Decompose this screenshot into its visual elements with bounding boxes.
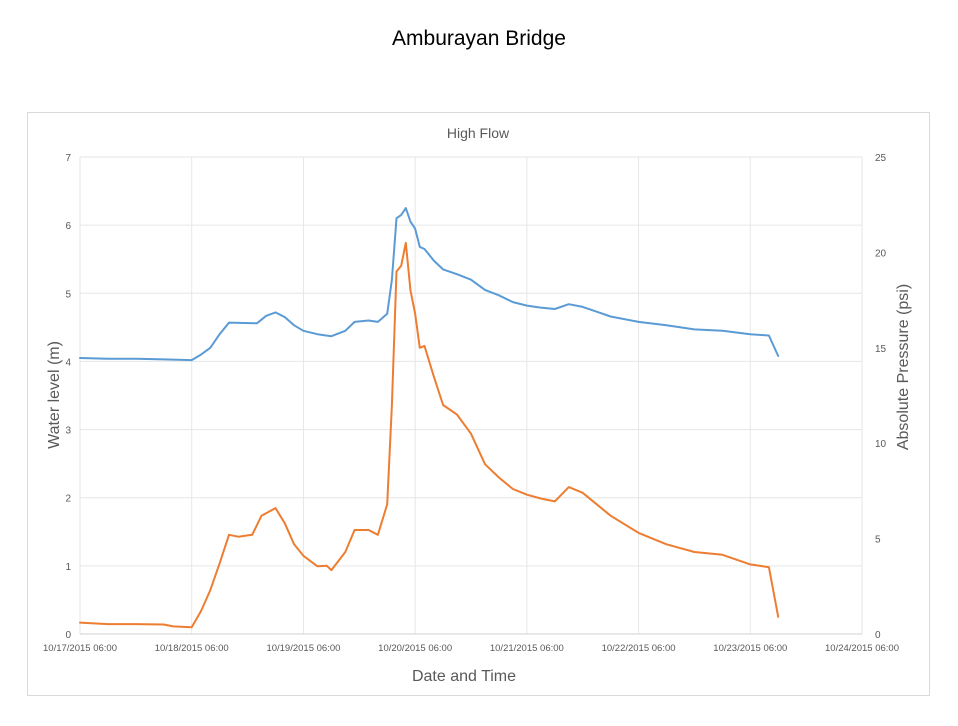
- x-tick-label: 10/24/2015 06:00: [825, 643, 899, 654]
- series-lines: [79, 207, 780, 629]
- x-tick-label: 10/19/2015 06:00: [266, 643, 340, 654]
- chart-frame: [27, 112, 930, 696]
- y-tick-label: 1: [65, 562, 71, 573]
- y2-axis-title: Absolute Pressure (psi): [895, 284, 912, 450]
- y2-tick-label: 0: [875, 630, 881, 641]
- y2-tick-label: 25: [875, 153, 887, 164]
- y-tick-label: 7: [65, 153, 71, 164]
- y-tick-label: 2: [65, 494, 71, 505]
- water-level-line: [79, 207, 780, 362]
- x-tick-label: 10/18/2015 06:00: [155, 643, 229, 654]
- y2-tick-label: 20: [875, 248, 887, 259]
- x-tick-label: 10/22/2015 06:00: [602, 643, 676, 654]
- y-axis-title: Water level (m): [46, 341, 63, 449]
- y2-tick-label: 10: [875, 439, 887, 450]
- y2-tick-label: 5: [875, 535, 881, 546]
- y-tick-label: 0: [65, 630, 71, 641]
- x-tick-label: 10/20/2015 06:00: [378, 643, 452, 654]
- x-tick-label: 10/17/2015 06:00: [43, 643, 117, 654]
- x-tick-label: 10/23/2015 06:00: [713, 643, 787, 654]
- y-tick-label: 6: [65, 221, 71, 232]
- y2-tick-label: 15: [875, 344, 887, 355]
- x-axis-title: Date and Time: [412, 668, 516, 685]
- y-tick-label: 4: [65, 357, 71, 368]
- grid: [79, 156, 863, 635]
- x-tick-label: 10/21/2015 06:00: [490, 643, 564, 654]
- absolute-pressure-line: [79, 241, 780, 629]
- page-title: Amburayan Bridge: [392, 27, 566, 50]
- y-tick-label: 5: [65, 289, 71, 300]
- tick-labels: 10/17/2015 06:00 10/18/2015 06:00 10/19/20…: [43, 153, 899, 654]
- chart-title: High Flow: [447, 125, 510, 141]
- y-tick-label: 3: [65, 426, 71, 437]
